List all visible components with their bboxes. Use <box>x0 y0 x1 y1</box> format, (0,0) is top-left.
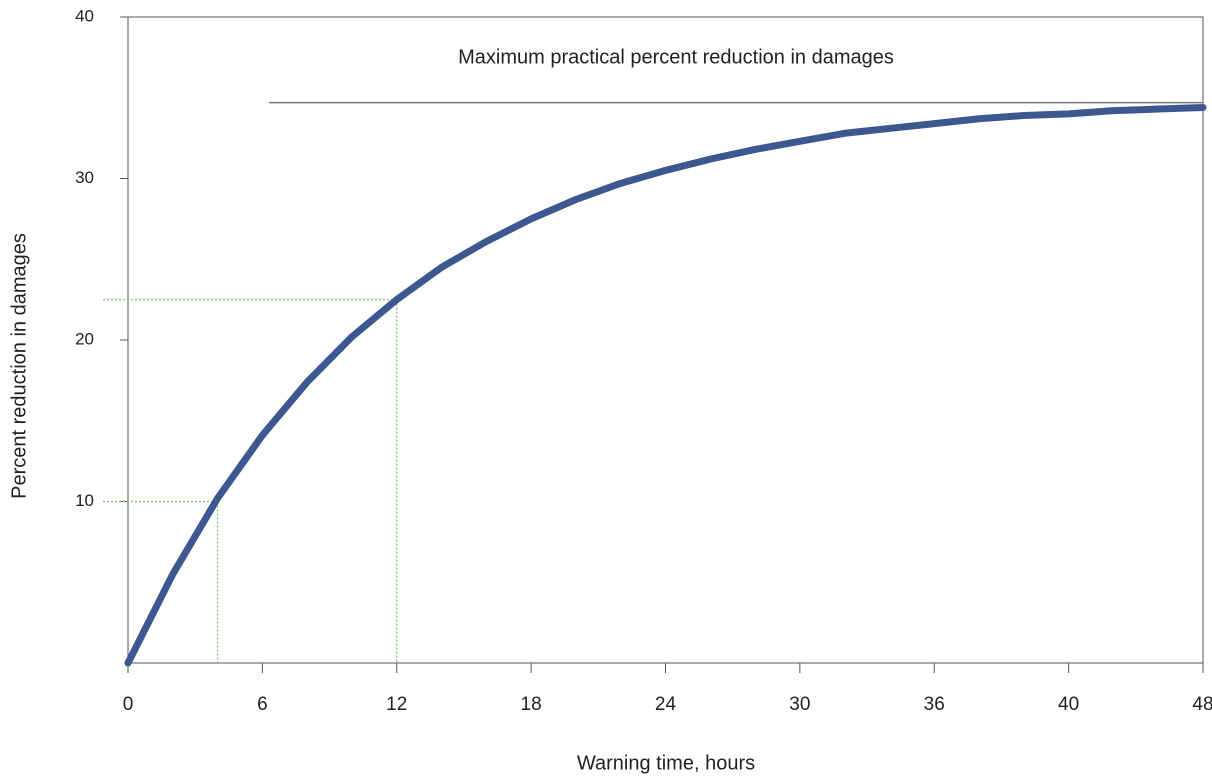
x-tick-label: 48 <box>1192 694 1212 715</box>
x-tick-label: 0 <box>123 694 134 715</box>
x-tick-label: 30 <box>789 694 810 715</box>
x-tick-label: 18 <box>521 694 542 715</box>
y-tick-label: 40 <box>75 6 94 25</box>
x-tick-label: 36 <box>924 694 945 715</box>
y-tick-label: 10 <box>75 491 94 510</box>
x-tick-label: 12 <box>386 694 407 715</box>
x-tick-label: 24 <box>655 694 677 715</box>
x-axis-title: Warning time, hours <box>577 752 755 774</box>
x-tick-label: 6 <box>257 694 268 715</box>
x-tick-label: 40 <box>1058 694 1079 715</box>
y-tick-label: 30 <box>75 168 94 187</box>
annotation: Maximum practical percent reduction in d… <box>458 46 894 68</box>
y-axis-title: Percent reduction in damages <box>8 233 30 499</box>
y-tick-label: 20 <box>75 329 94 348</box>
data-line <box>124 103 1207 667</box>
